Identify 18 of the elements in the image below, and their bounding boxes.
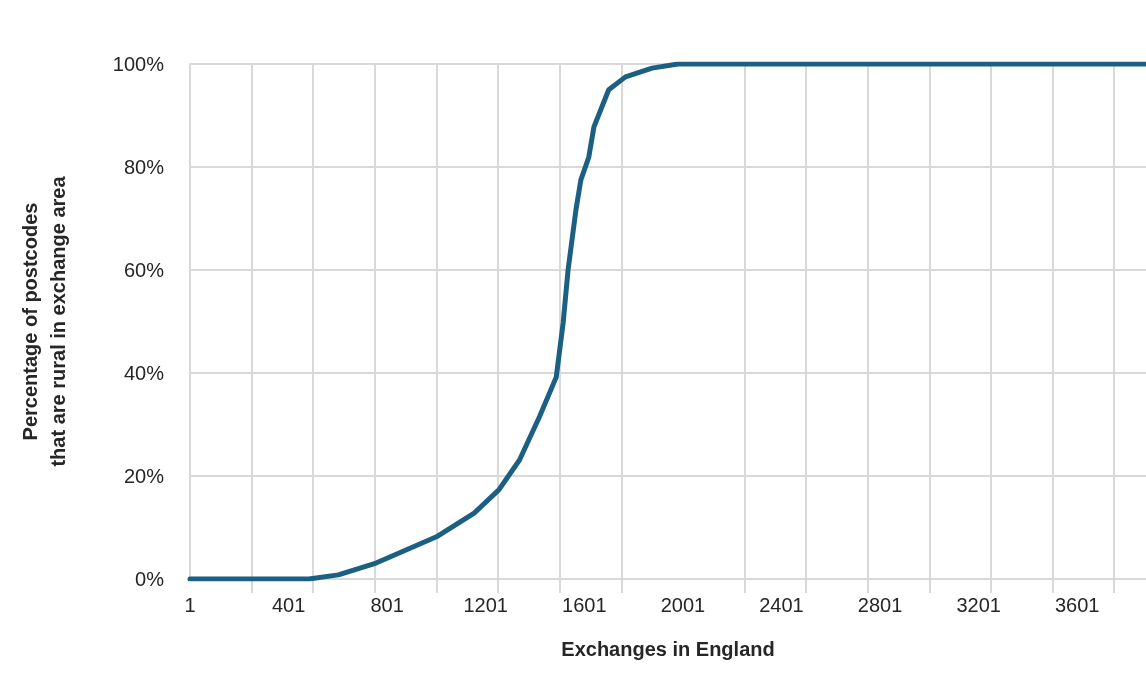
x-tick-label: 2801 bbox=[857, 594, 903, 616]
x-tick-label: 3201 bbox=[956, 594, 1001, 616]
x-tick-label: 1601 bbox=[562, 594, 607, 616]
x-tick-label: 1201 bbox=[463, 594, 508, 616]
y-tick-label: 80% bbox=[123, 156, 165, 178]
x-tick-label: 1 bbox=[184, 594, 196, 616]
x-axis-title: Exchanges in England bbox=[561, 638, 775, 660]
x-tick-label: 3601 bbox=[1054, 594, 1100, 616]
y-tick-label: 100% bbox=[112, 53, 165, 75]
x-tick-label: 2401 bbox=[759, 594, 804, 616]
y-tick-label: 20% bbox=[123, 465, 165, 487]
x-tick-label: 401 bbox=[271, 594, 306, 616]
y-tick-label: 60% bbox=[123, 259, 165, 281]
x-tick-label: 2001 bbox=[660, 594, 706, 616]
y-tick-label: 0% bbox=[135, 568, 165, 590]
y-tick-label: 40% bbox=[123, 362, 165, 384]
x-tick-label: 801 bbox=[370, 594, 404, 616]
y-axis-title: Percentage of postcodes that are rural in exchange area bbox=[19, 175, 69, 467]
